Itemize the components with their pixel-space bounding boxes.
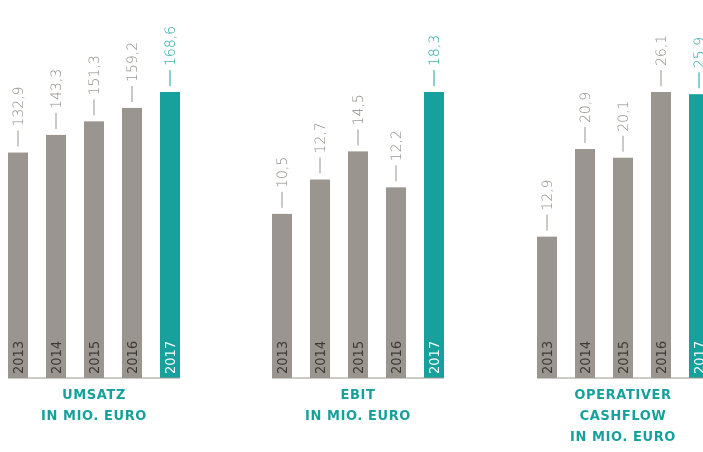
category-label: 2017 (164, 341, 179, 374)
value-label: 12,7 (313, 122, 329, 153)
bar (424, 92, 444, 378)
chart-title: IN MIO. EURO (305, 409, 411, 424)
bar (689, 94, 703, 378)
chart-title: UMSATZ (62, 388, 126, 403)
chart-title: CASHFLOW (580, 409, 667, 424)
bar (613, 157, 633, 378)
value-label: 12,2 (389, 130, 405, 161)
bar (386, 187, 406, 378)
bar (46, 134, 66, 378)
value-label: 26,1 (654, 35, 670, 66)
bar (651, 92, 671, 378)
category-label: 2013 (12, 341, 27, 374)
value-label: 20,9 (578, 92, 594, 123)
category-label: 2017 (693, 341, 703, 374)
category-label: 2016 (390, 341, 405, 374)
value-label: 159,2 (125, 42, 141, 82)
value-label: 12,9 (540, 179, 556, 210)
bar (122, 107, 142, 378)
bar (575, 148, 595, 378)
value-label: 151,3 (87, 55, 103, 95)
chart-title: OPERATIVER (574, 388, 671, 403)
chart-title: IN MIO. EURO (570, 430, 676, 445)
category-label: 2017 (428, 341, 443, 374)
bar (272, 213, 292, 378)
value-label: 18,3 (427, 35, 443, 66)
bar (348, 151, 368, 378)
value-label: 168,6 (163, 26, 179, 66)
value-label: 25,9 (692, 37, 703, 68)
bar (84, 121, 104, 379)
category-label: 2015 (352, 341, 367, 374)
bar (537, 236, 557, 378)
chart-title: IN MIO. EURO (41, 409, 147, 424)
category-label: 2016 (126, 341, 141, 374)
value-label: 10,5 (275, 157, 291, 188)
category-label: 2014 (50, 341, 65, 374)
chart-title: EBIT (341, 388, 376, 403)
category-label: 2014 (314, 341, 329, 374)
category-label: 2015 (617, 341, 632, 374)
bar (310, 179, 330, 378)
category-label: 2014 (579, 341, 594, 374)
category-label: 2016 (655, 341, 670, 374)
bar (160, 92, 180, 378)
value-label: 14,5 (351, 94, 367, 125)
bar (8, 152, 28, 378)
value-label: 132,9 (11, 86, 27, 126)
value-label: 143,3 (49, 69, 65, 109)
category-label: 2013 (541, 341, 556, 374)
value-label: 20,1 (616, 101, 632, 132)
category-label: 2015 (88, 341, 103, 374)
category-label: 2013 (276, 341, 291, 374)
